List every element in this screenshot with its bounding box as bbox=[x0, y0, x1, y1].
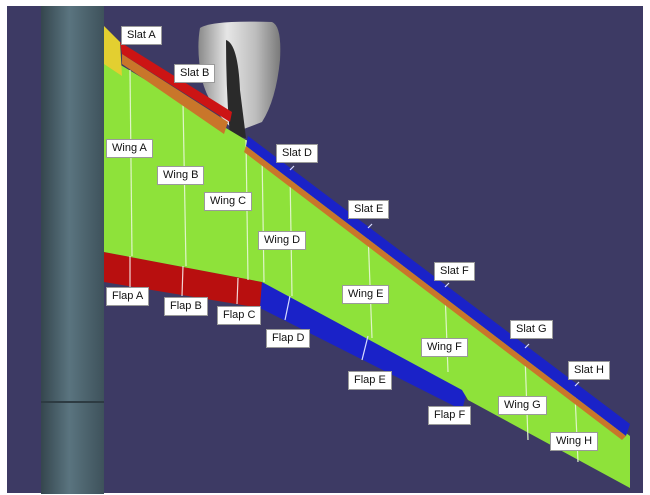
label-slat-h: Slat H bbox=[568, 361, 610, 380]
label-slat-g: Slat G bbox=[510, 320, 553, 339]
label-wing-b: Wing B bbox=[157, 166, 205, 185]
slat-dividers bbox=[289, 165, 580, 387]
label-slat-e: Slat E bbox=[348, 200, 390, 219]
slat-outboard-section bbox=[246, 136, 630, 436]
label-wing-f: Wing F bbox=[421, 338, 468, 357]
label-wing-d: Wing D bbox=[258, 231, 307, 250]
leading-edge-strip-inboard bbox=[122, 54, 228, 134]
label-flap-e: Flap E bbox=[348, 371, 392, 390]
label-wing-h: Wing H bbox=[550, 432, 599, 451]
label-wing-c: Wing C bbox=[204, 192, 253, 211]
label-flap-a: Flap A bbox=[106, 287, 150, 306]
label-slat-f: Slat F bbox=[434, 262, 475, 281]
wing-surface bbox=[104, 55, 630, 488]
leading-edge-strip-outboard bbox=[244, 146, 626, 440]
label-flap-d: Flap D bbox=[266, 329, 311, 348]
flap-dividers bbox=[129, 256, 239, 305]
flap-outboard-section bbox=[260, 282, 468, 410]
label-slat-b: Slat B bbox=[174, 64, 216, 83]
flap-outboard-dividers bbox=[284, 295, 369, 361]
label-slat-a: Slat A bbox=[121, 26, 162, 45]
label-wing-a: Wing A bbox=[106, 139, 153, 158]
label-wing-e: Wing E bbox=[342, 285, 390, 304]
label-wing-g: Wing G bbox=[498, 396, 547, 415]
fuselage bbox=[41, 6, 104, 494]
label-flap-c: Flap C bbox=[217, 306, 262, 325]
label-flap-b: Flap B bbox=[164, 297, 208, 316]
label-flap-f: Flap F bbox=[428, 406, 472, 425]
label-slat-d: Slat D bbox=[276, 144, 318, 163]
root-fairing bbox=[104, 26, 122, 76]
